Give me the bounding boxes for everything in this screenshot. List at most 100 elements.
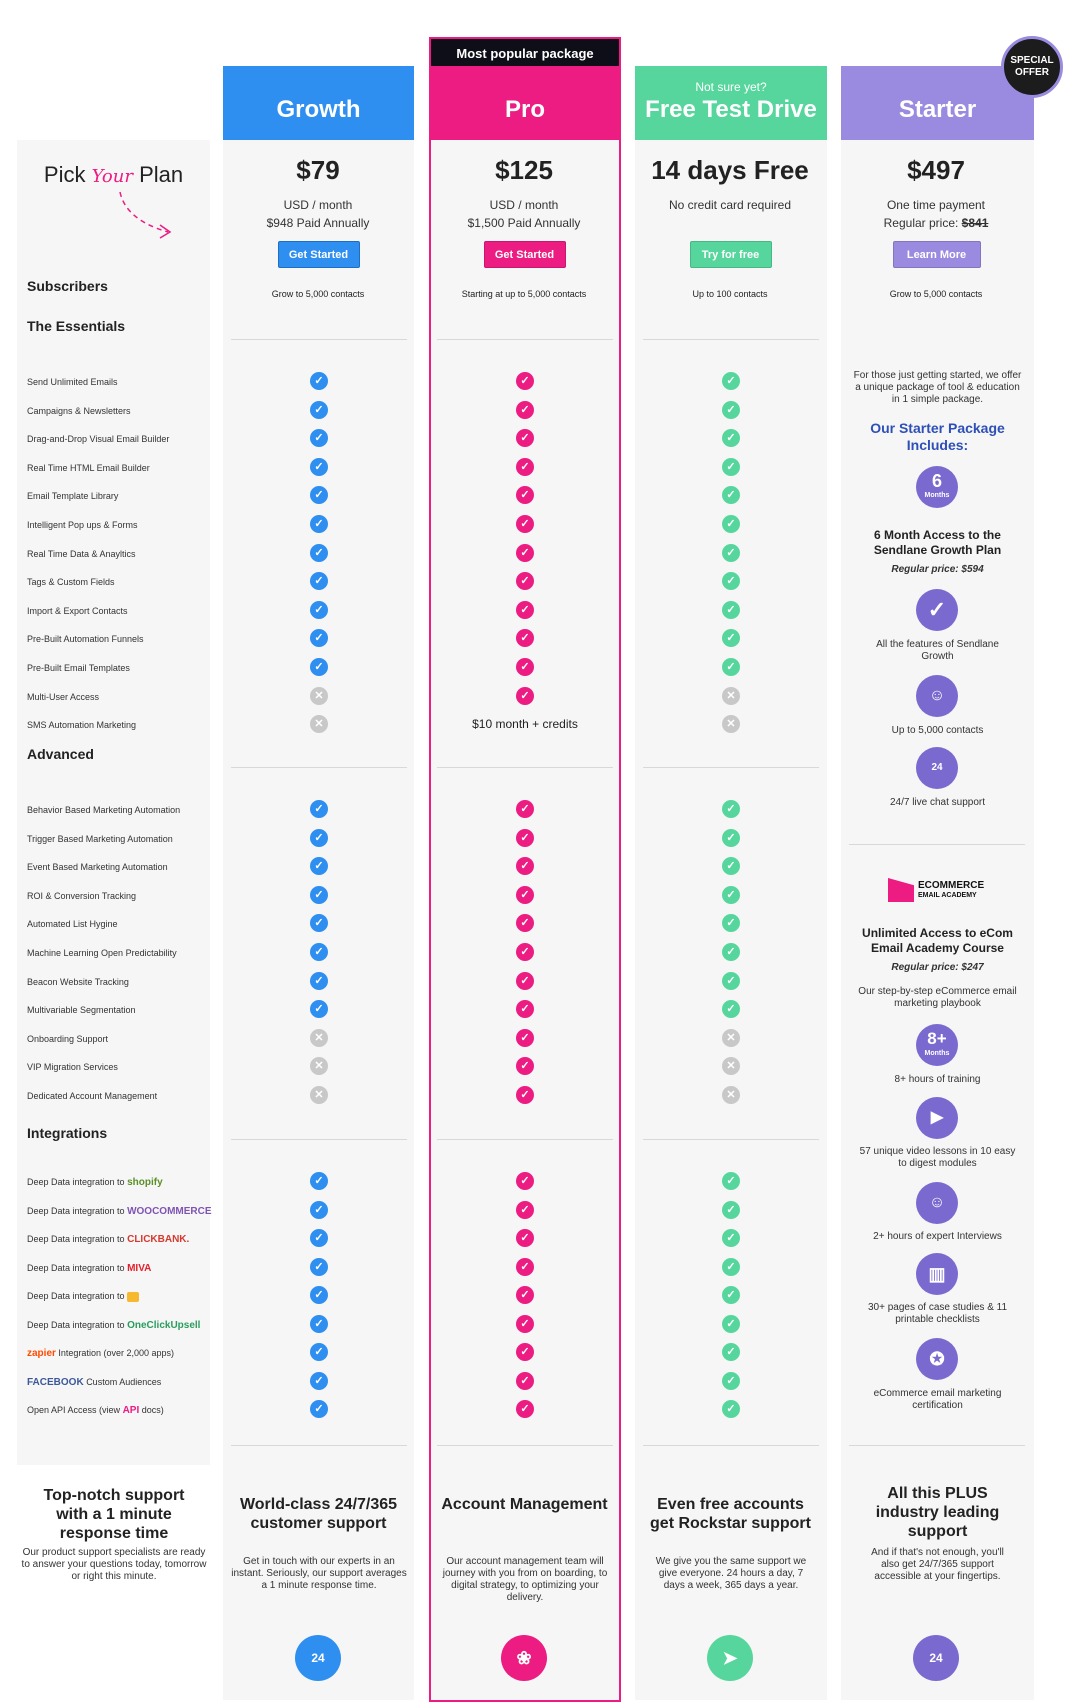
check-icon: ✓ [722,1286,740,1304]
check-icon: ✓ [722,600,740,619]
pro-contacts: Starting at up to 5,000 contacts [461,289,587,299]
check-icon: ✓ [516,1400,534,1418]
hours-word: Months [924,1050,950,1057]
growth-cta-button[interactable]: Get Started [277,241,360,268]
integration-text: Deep Data integration to [27,1291,125,1301]
pro-cta-button[interactable]: Get Started [483,241,566,268]
academy-desc: Our step-by-step eCommerce email marketi… [858,986,1017,1009]
growth-support-title: World-class 24/7/365 customer support [239,1496,398,1532]
free-billing: No credit card required [668,198,792,212]
integration-text: Integration (over 2,000 apps) [58,1348,174,1358]
feature-label: Multivariable Segmentation [27,1005,136,1016]
check-icon: ✓ [722,658,740,676]
starter-cta-button[interactable]: Learn More [892,241,981,268]
section-divider [231,1445,407,1446]
certificate-icon: ✪ [916,1338,958,1380]
handshake-icon: ❀ [501,1635,547,1681]
plan-name: Free Test Drive [645,96,817,123]
check-icon: ✓ [722,1172,740,1190]
book-icon: ▥ [916,1253,958,1295]
check-icon: ✓ [722,1257,740,1276]
check-icon: ✓ [722,1314,740,1333]
integration-label: Deep Data integration to OneClickUpsell [27,1319,200,1332]
check-icon: ✓ [722,1229,740,1247]
check-icon: ✓ [516,800,534,818]
integration-text: Deep Data integration to [27,1234,125,1244]
check-icon: ✓ [722,629,740,648]
feature-label: Real Time HTML Email Builder [27,462,150,473]
check-icon: ✓ [310,600,328,619]
feature-label: Send Unlimited Emails [27,377,118,387]
academy-title: Unlimited Access to eCom Email Academy C… [862,926,1013,955]
check-icon: ✓ [516,971,534,990]
starter-support-title: All this PLUS industry leading support [875,1485,1000,1540]
free-cta-button[interactable]: Try for free [689,241,772,268]
starter-intro: For those just getting started, we offer… [853,370,1022,405]
video-icon: ▶ [916,1097,958,1139]
side-support-title: Top-notch support with a 1 minute respon… [43,1487,185,1542]
feature-label-column [17,140,210,1465]
check-icon: ✓ [516,943,534,961]
starter-support-text: And if that's not enough, you'll also ge… [871,1547,1004,1582]
interview-icon: ☺ [916,1182,958,1224]
growth-header: Growth [223,66,414,140]
check-icon: ✓ [516,572,534,591]
videos-text: 57 unique video lessons in 10 easy to di… [859,1146,1016,1169]
brand-logo: MIVA [127,1262,152,1274]
check-icon: ✓ [516,1200,534,1219]
free-support-text: We give you the same support we give eve… [655,1556,807,1591]
check-icon: ✓ [310,629,328,648]
plan-name: Starter [898,96,977,123]
integration-label: Deep Data integration to MIVA [27,1262,151,1275]
chat-support-icon: 24 [295,1635,341,1681]
check-icon: ✓ [310,372,328,390]
check-icon: ✓ [516,486,534,505]
pro-annual: $1,500 Paid Annually [467,216,581,230]
cross-icon: ✕ [722,1057,740,1076]
cross-icon: ✕ [310,686,328,705]
check-icon: ✓ [516,1371,534,1390]
interviews-text: 2+ hours of expert Interviews [873,1231,1002,1242]
six-months-icon: 6 Months [916,466,958,508]
check-icon: ✓ [310,1343,328,1361]
academy-price: Regular price: $247 [891,962,984,973]
your-word: Your [91,166,133,187]
eight-plus-icon: 8+ Months [916,1024,958,1066]
check-icon: ✓ [310,943,328,961]
check-icon: ✓ [516,1000,534,1019]
check-icon: ✓ [310,914,328,933]
pages-text: 30+ pages of case studies & 11 printable… [867,1302,1008,1325]
check-icon: ✓ [516,828,534,847]
growth-support-text: Get in touch with our experts in an inst… [231,1556,407,1591]
check-icon: ✓ [516,600,534,619]
cross-icon: ✕ [310,1057,328,1076]
check-icon: ✓ [516,885,534,904]
hours-text: 8+ hours of training [894,1074,981,1085]
paper-plane-icon: ➤ [707,1635,753,1681]
check-icon: ✓ [722,800,740,818]
feature-label: Tags & Custom Fields [27,577,115,588]
check-icon: ✓ [516,1028,534,1047]
feature-label: Campaigns & Newsletters [27,405,131,416]
integration-text: Deep Data integration to [27,1205,125,1216]
features-text: All the features of Sendlane Growth [876,639,999,662]
feature-label: Machine Learning Open Predictability [27,948,177,958]
check-icon: ✓ [516,1314,534,1333]
section-divider [437,1139,613,1140]
chat-support-icon: 24 [913,1635,959,1681]
section-divider [437,767,613,768]
integration-text: Custom Audiences [86,1376,162,1387]
check-icon: ✓ [516,429,534,448]
brand-logo: WOOCOMMERCE [127,1205,212,1217]
section-integrations: Integrations [27,1125,108,1141]
check-icon: ✓ [310,1000,328,1019]
plan-pretitle: Not sure yet? [695,80,767,94]
check-icon: ✓ [310,457,328,476]
cross-icon: ✕ [310,1086,328,1104]
struck-price: $841 [961,216,989,230]
check-icon: ✓ [310,1200,328,1219]
feature-label: Dedicated Account Management [27,1091,158,1101]
months-word: Months [924,492,950,499]
brand-logo: CLICKBANK. [127,1234,190,1245]
check-icon: ✓ [722,1200,740,1219]
